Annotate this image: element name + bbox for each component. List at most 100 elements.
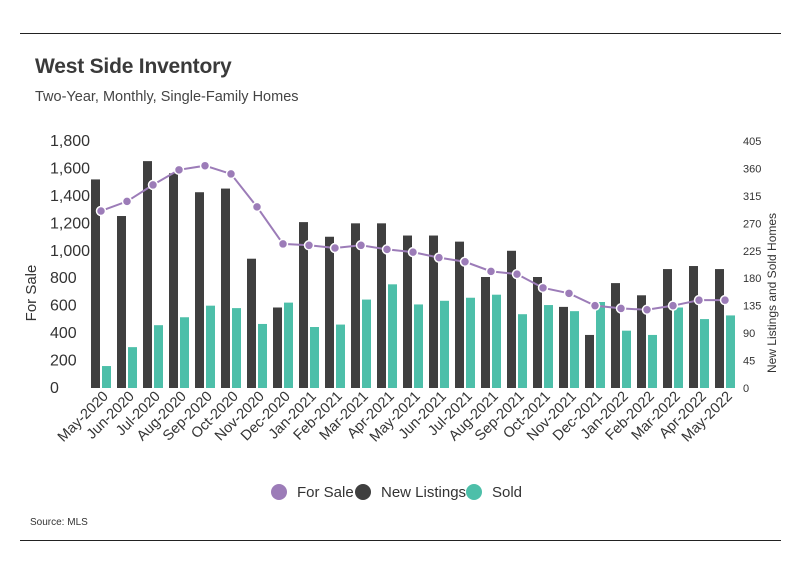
sold-bar (726, 315, 735, 388)
right-axis-tick-label: 90 (743, 328, 755, 340)
left-axis-tick-label: 0 (50, 380, 59, 397)
left-axis-tick-label: 400 (50, 325, 77, 342)
sold-bar (206, 305, 215, 388)
right-axis-tick-label: 45 (743, 356, 755, 368)
legend-item-new-listings: New Listings (355, 481, 466, 503)
new-listings-bar (585, 334, 594, 388)
for-sale-point (589, 300, 601, 311)
sold-bar (388, 284, 397, 388)
bottom-rule (20, 540, 781, 541)
right-axis-tick-label: 270 (743, 218, 761, 230)
new-listings-bar (221, 188, 230, 388)
for-sale-point (173, 164, 185, 176)
left-axis-tick-label: 1,800 (50, 133, 90, 150)
new-listings-bar (91, 179, 100, 388)
right-axis-tick-label: 0 (743, 383, 749, 395)
for-sale-point (381, 244, 393, 255)
for-sale-point (355, 240, 367, 251)
for-sale-point (459, 256, 471, 268)
for-sale-point (303, 240, 315, 251)
new-listings-bar (403, 235, 412, 388)
for-sale-point (407, 246, 419, 258)
sold-bar (674, 307, 683, 388)
right-axis-tick-label: 360 (743, 163, 761, 175)
sold-bar (544, 305, 553, 388)
sold-bar (414, 304, 423, 388)
new-listings-bar (637, 295, 646, 388)
for-sale-point (147, 179, 159, 191)
new-listings-bar (195, 192, 204, 388)
sold-bar (284, 302, 293, 388)
sold-bar (700, 319, 709, 388)
new-listings-bar (169, 173, 178, 388)
for-sale-point (251, 201, 263, 213)
sold-bar (440, 300, 449, 388)
for-sale-point (225, 168, 237, 180)
sold-bar (596, 302, 605, 388)
left-axis-tick-label: 600 (50, 298, 77, 315)
sold-bar (622, 330, 631, 388)
new-listings-bar (351, 223, 360, 388)
legend-label-new-listings: New Listings (381, 483, 467, 501)
for-sale-line (100, 164, 725, 311)
new-listings-bar (273, 307, 282, 388)
top-rule (20, 33, 781, 34)
left-axis-tick-label: 1,000 (50, 243, 90, 260)
source-note: Source: MLS (30, 517, 88, 528)
sold-bar (258, 323, 267, 388)
for-sale-point (95, 205, 107, 217)
chart-title: West Side Inventory (35, 55, 232, 78)
new-listings-swatch (355, 484, 371, 500)
right-axis-tick-label: 225 (743, 246, 761, 258)
for-sale-point (693, 294, 705, 306)
new-listings-bar (117, 216, 126, 388)
sold-swatch (466, 484, 482, 500)
new-listings-bar (247, 258, 256, 388)
sold-bar (492, 294, 501, 388)
sold-bar (154, 325, 163, 388)
for-sale-point (485, 266, 497, 277)
new-listings-bar (507, 250, 516, 388)
left-axis-tick-label: 1,200 (50, 215, 90, 232)
for-sale-point (199, 160, 211, 171)
new-listings-bar (689, 266, 698, 388)
sold-bar (570, 311, 579, 388)
left-axis-tick-label: 200 (50, 353, 77, 370)
for-sale-point (719, 294, 731, 306)
chart-subtitle: Two-Year, Monthly, Single-Family Homes (35, 89, 299, 105)
for-sale-point (563, 288, 575, 299)
legend: For Sale New Listings Sold (0, 481, 800, 505)
new-listings-bar (559, 306, 568, 388)
sold-bar (102, 366, 111, 388)
for-sale-point (433, 252, 445, 263)
sold-bar (232, 308, 241, 388)
for-sale-point (641, 304, 653, 316)
sold-bar (128, 347, 137, 388)
sold-bar (180, 317, 189, 388)
right-axis-tick-label: 135 (743, 301, 761, 313)
sold-bar (336, 324, 345, 388)
left-axis-tick-label: 800 (50, 270, 77, 287)
right-axis-title: New Listings and Sold Homes (765, 213, 779, 373)
for-sale-point (511, 268, 523, 280)
sold-bar (466, 297, 475, 388)
new-listings-bar (663, 269, 672, 388)
for-sale-point (329, 242, 341, 254)
for-sale-point (667, 300, 679, 311)
for-sale-swatch (271, 484, 287, 500)
new-listings-bar (715, 269, 724, 388)
legend-label-sold: Sold (492, 483, 523, 501)
legend-item-sold: Sold (466, 481, 522, 503)
legend-label-for-sale: For Sale (297, 483, 354, 501)
new-listings-bar (325, 236, 334, 388)
sold-bar (310, 327, 319, 388)
right-axis-tick-label: 180 (743, 273, 761, 285)
new-listings-bar (611, 283, 620, 388)
sold-bar (362, 299, 371, 388)
new-listings-bar (143, 161, 152, 388)
new-listings-bar (429, 235, 438, 388)
for-sale-point (615, 303, 627, 314)
for-sale-point (277, 238, 289, 250)
left-axis-tick-label: 1,600 (50, 160, 90, 177)
